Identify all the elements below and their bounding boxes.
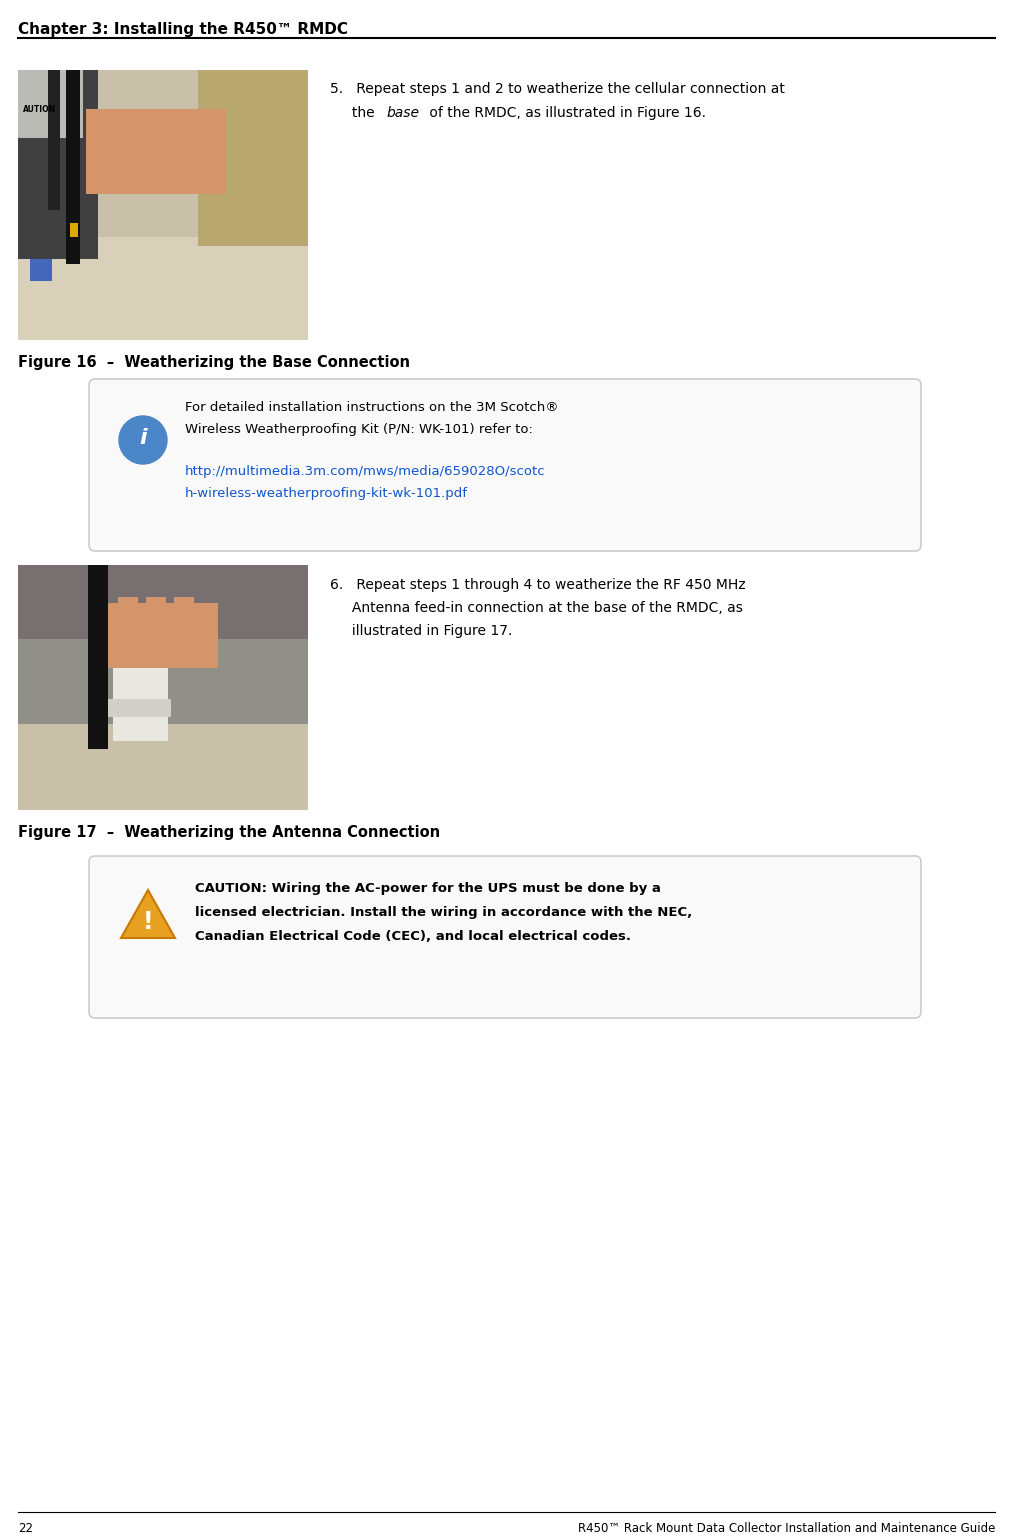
Text: Antenna feed-in connection at the base of the RMDC, as: Antenna feed-in connection at the base o… (330, 601, 743, 614)
Text: Figure 17  –  Weatherizing the Antenna Connection: Figure 17 – Weatherizing the Antenna Con… (18, 825, 440, 840)
Bar (18, 639, 308, 725)
Bar (86, 109, 226, 194)
Bar (108, 604, 218, 668)
Polygon shape (121, 889, 175, 938)
Bar (106, 699, 171, 717)
Bar (66, 71, 80, 264)
Bar (174, 596, 194, 639)
Text: licensed electrician. Install the wiring in accordance with the NEC,: licensed electrician. Install the wiring… (194, 906, 692, 919)
Bar (18, 565, 308, 809)
Bar (113, 631, 168, 742)
Text: http://multimedia.3m.com/mws/media/659028O/scotc: http://multimedia.3m.com/mws/media/65902… (185, 465, 546, 478)
Text: CAUTION: Wiring the AC-power for the UPS must be done by a: CAUTION: Wiring the AC-power for the UPS… (194, 882, 660, 895)
Bar (18, 238, 308, 339)
Bar (88, 565, 108, 748)
Text: h-wireless-weatherproofing-kit-wk-101.pdf: h-wireless-weatherproofing-kit-wk-101.pd… (185, 487, 468, 501)
Text: the: the (330, 106, 379, 120)
FancyBboxPatch shape (89, 379, 921, 551)
Bar (96, 115, 113, 164)
Circle shape (119, 416, 167, 464)
Text: of the RMDC, as illustrated in Figure 16.: of the RMDC, as illustrated in Figure 16… (425, 106, 706, 120)
Text: Canadian Electrical Code (CEC), and local electrical codes.: Canadian Electrical Code (CEC), and loca… (194, 929, 631, 943)
Text: base: base (386, 106, 419, 120)
Text: AUTION: AUTION (23, 104, 56, 114)
Text: For detailed installation instructions on the 3M Scotch®: For detailed installation instructions o… (185, 401, 558, 415)
FancyBboxPatch shape (89, 856, 921, 1018)
Bar (18, 71, 98, 260)
Bar (198, 71, 308, 246)
Text: R450™ Rack Mount Data Collector Installation and Maintenance Guide: R450™ Rack Mount Data Collector Installa… (577, 1522, 995, 1534)
Bar (48, 71, 60, 210)
Bar (146, 596, 166, 639)
Text: illustrated in Figure 17.: illustrated in Figure 17. (330, 624, 513, 637)
Bar (18, 565, 308, 639)
Bar (120, 115, 137, 164)
Text: Chapter 3: Installing the R450™ RMDC: Chapter 3: Installing the R450™ RMDC (18, 22, 348, 37)
Bar (118, 596, 138, 639)
Text: i: i (139, 429, 147, 449)
Bar (144, 115, 161, 164)
Text: Wireless Weatherproofing Kit (P/N: WK-101) refer to:: Wireless Weatherproofing Kit (P/N: WK-10… (185, 422, 533, 436)
Text: 5.   Repeat steps 1 and 2 to weatherize the cellular connection at: 5. Repeat steps 1 and 2 to weatherize th… (330, 81, 785, 95)
Text: Figure 16  –  Weatherizing the Base Connection: Figure 16 – Weatherizing the Base Connec… (18, 355, 410, 370)
Bar (168, 115, 185, 164)
Bar (18, 725, 308, 809)
Text: 22: 22 (18, 1522, 33, 1534)
Bar (18, 71, 308, 339)
Bar (18, 71, 83, 138)
Bar (70, 223, 78, 238)
Text: 6.   Repeat steps 1 through 4 to weatherize the RF 450 MHz: 6. Repeat steps 1 through 4 to weatheriz… (330, 578, 746, 591)
Bar (30, 258, 52, 281)
Text: !: ! (143, 909, 153, 934)
